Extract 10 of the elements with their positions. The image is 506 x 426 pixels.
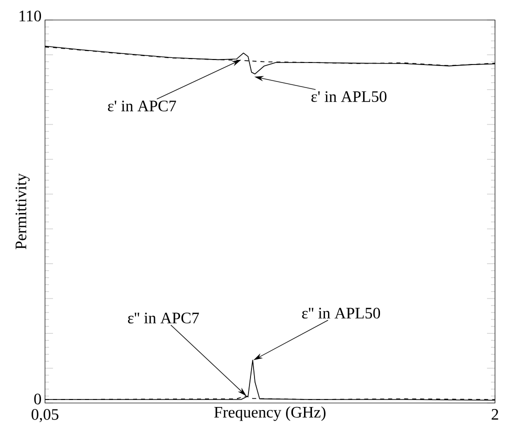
x-tick-label: 2: [492, 409, 498, 420]
y-tick-label: 110: [20, 10, 42, 22]
x-axis-title: Frequency (GHz): [214, 406, 326, 421]
y-axis-title: Permittivity: [16, 173, 30, 250]
y-tick-label: 0: [34, 394, 42, 404]
annotation: ε'' in APL50: [302, 308, 380, 319]
annotation: ε' in APL50: [311, 91, 386, 102]
annotation: ε'' in APC7: [128, 312, 199, 324]
annotation: ε' in APC7: [108, 100, 176, 112]
x-tick-label: 0,05: [32, 409, 58, 422]
